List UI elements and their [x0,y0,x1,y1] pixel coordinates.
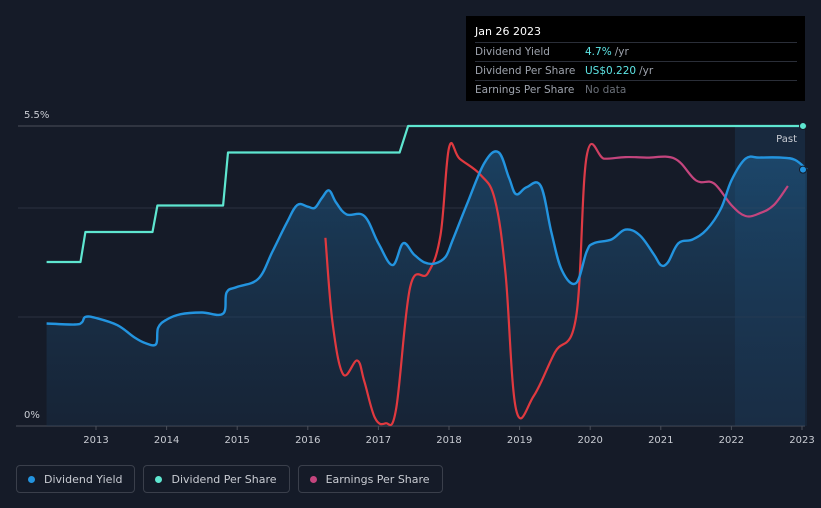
legend-dot-icon [28,475,35,483]
tooltip-unit: /yr [614,46,629,58]
tooltip-value: 4.7% [585,46,612,58]
legend-label: Dividend Per Share [171,472,277,486]
tooltip-label: Earnings Per Share [475,84,575,96]
dividend-yield-area [46,151,807,426]
tooltip-row-dividend-yield: Dividend Yield 4.7% /yr [475,42,797,61]
legend-item-earnings-per-share[interactable]: Earnings Per Share [297,465,443,493]
x-tick-label: 2016 [295,435,320,446]
dividend-per-share-line [46,124,807,264]
dividend-yield-line [46,150,808,347]
past-label: Past [776,134,797,145]
tooltip-label: Dividend Yield [475,46,550,58]
x-tick-label: 2020 [577,435,602,446]
legend-label: Dividend Yield [44,472,123,486]
tooltip-unit: /yr [639,65,654,77]
legend-item-dividend-per-share[interactable]: Dividend Per Share [143,465,290,493]
tooltip-label: Dividend Per Share [475,65,576,77]
dividend-yield-end-marker [799,165,807,174]
tooltip-row-dividend-per-share: Dividend Per Share US$0.220 /yr [475,61,797,80]
x-tick-label: 2013 [83,435,108,446]
y-axis-top-label: 5.5% [24,110,49,121]
legend-dot-icon [155,475,163,483]
x-tick-label: 2019 [507,435,532,446]
x-tick-label: 2021 [648,435,673,446]
tooltip-value: No data [585,84,627,96]
legend: Dividend Yield Dividend Per Share Earnin… [16,465,451,493]
x-tick-label: 2018 [436,435,461,446]
tooltip-row-earnings-per-share: Earnings Per Share No data [475,80,797,99]
y-axis-bottom-label: 0% [24,410,40,421]
legend-item-dividend-yield[interactable]: Dividend Yield [16,465,136,493]
x-tick-label: 2015 [224,435,249,446]
earnings-per-share-line [324,141,789,427]
legend-label: Earnings Per Share [325,472,430,486]
tooltip-value: US$0.220 [585,65,637,77]
tooltip-date: Jan 26 2023 [475,25,541,38]
tooltip: Jan 26 2023 Dividend Yield 4.7% /yr Divi… [466,16,805,101]
x-tick-label: 2017 [366,435,391,446]
x-tick-label: 2014 [154,435,179,446]
x-tick-label: 2023 [789,435,814,446]
legend-dot-icon [309,475,317,483]
x-tick-label: 2022 [719,435,744,446]
dividend-per-share-end-marker [799,122,807,130]
